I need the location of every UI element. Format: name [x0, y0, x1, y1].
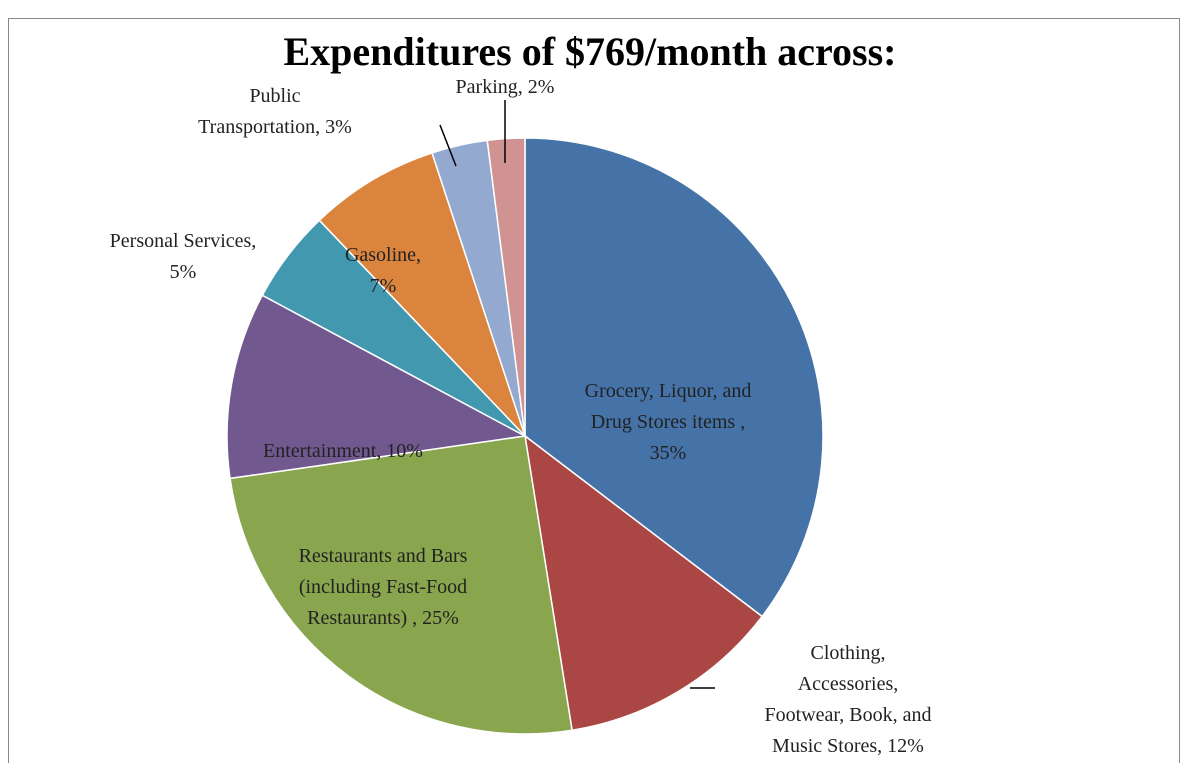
data-label-line: Public: [249, 85, 300, 107]
data-label-line: 35%: [650, 442, 687, 464]
pie-slice: [523, 434, 764, 732]
pie-slice: [226, 294, 528, 480]
data-label-line: Drug Stores items ,: [591, 411, 745, 433]
data-label: Gasoline, 7%: [345, 244, 421, 297]
data-label: Restaurants and Bars (including Fast-Food…: [299, 545, 468, 629]
data-label: Parking, 2%: [456, 76, 555, 98]
data-label: Grocery, Liquor, and Drug Stores items , 3…: [585, 380, 752, 464]
data-label-line: 5%: [170, 261, 197, 283]
data-label-line: Music Stores, 12%: [772, 735, 924, 757]
data-label: Clothing, Accessories, Footwear, Book, and…: [765, 642, 932, 757]
pie-slice: [318, 151, 526, 437]
data-label-line: Footwear, Book, and: [765, 704, 932, 726]
pie-slice: [524, 137, 824, 618]
data-label-line: Restaurants) , 25%: [307, 607, 459, 629]
leader-line: [439, 124, 457, 167]
pie-slice: [486, 137, 526, 437]
data-label-line: Transportation, 3%: [198, 116, 352, 138]
data-label-line: Entertainment, 10%: [263, 440, 423, 462]
chart-title: Expenditures of $769/month across:: [283, 29, 896, 74]
data-label-line: Restaurants and Bars: [299, 545, 468, 567]
pie-slice: [229, 435, 573, 735]
data-label-line: (including Fast-Food: [299, 576, 467, 598]
data-label: Public Transportation, 3%: [198, 85, 352, 138]
data-label-line: Grocery, Liquor, and: [585, 380, 752, 402]
data-label-line: 7%: [370, 275, 397, 297]
data-label-line: Accessories,: [798, 673, 899, 695]
data-label: Entertainment, 10%: [263, 440, 423, 462]
data-label-line: Personal Services,: [110, 230, 257, 252]
data-label: Personal Services, 5%: [110, 230, 257, 283]
data-label-line: Clothing,: [810, 642, 885, 664]
data-label-line: Gasoline,: [345, 244, 421, 266]
data-label-line: Parking, 2%: [456, 76, 555, 98]
